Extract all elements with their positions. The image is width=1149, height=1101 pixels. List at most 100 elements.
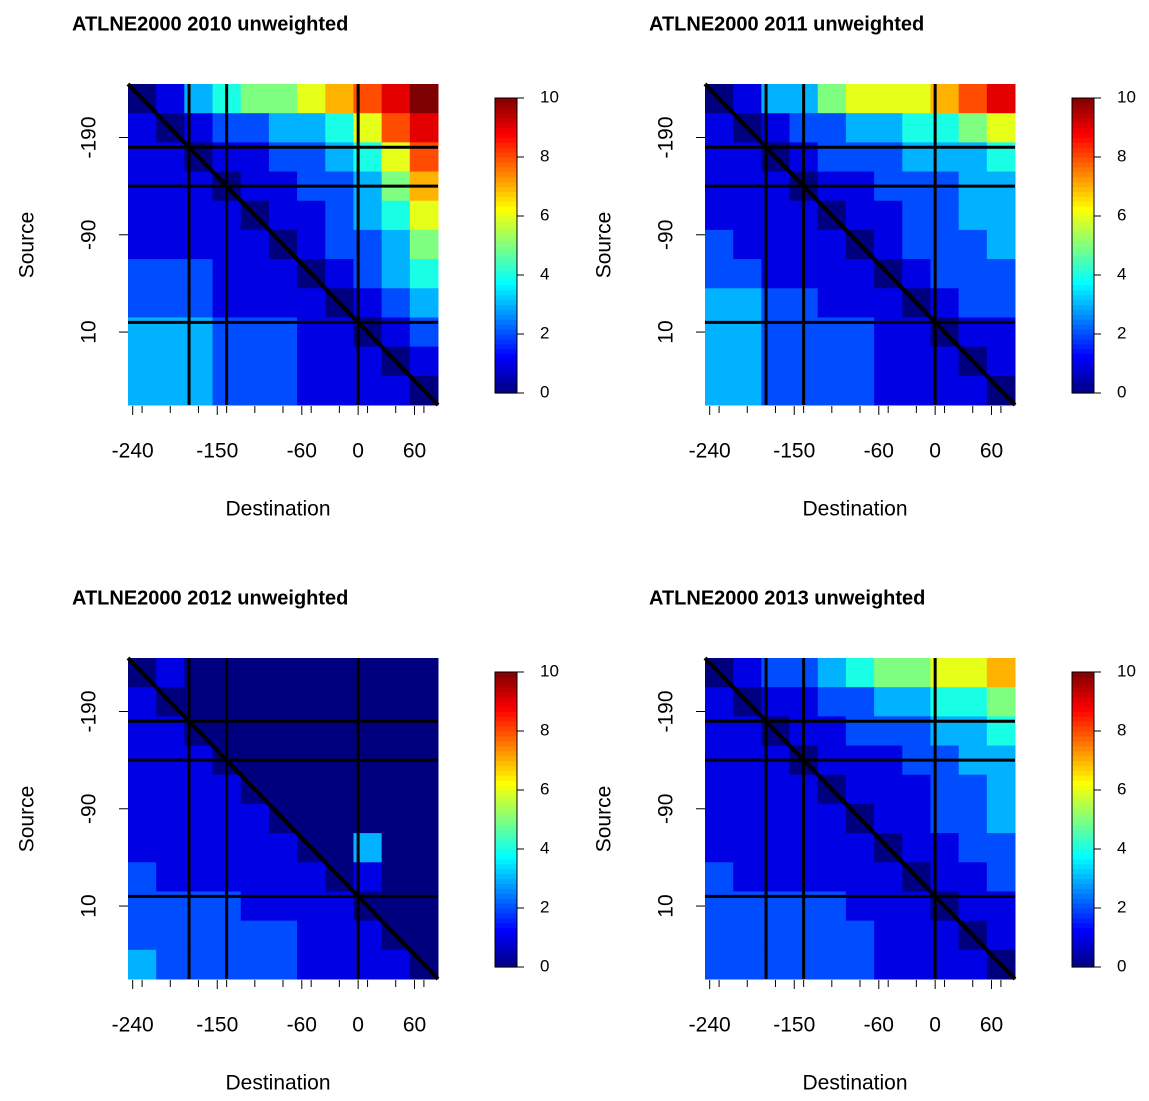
colorbar-step — [495, 388, 517, 394]
heatmap-cell — [845, 658, 875, 688]
heatmap-cell — [733, 229, 762, 260]
colorbar-step — [1072, 691, 1094, 698]
colorbar-step — [1072, 216, 1094, 222]
colorbar-step — [495, 785, 517, 791]
heatmap-cell — [381, 84, 411, 114]
colorbar-step — [1072, 819, 1094, 826]
y-tick-label: 10 — [78, 320, 101, 343]
colorbar-step — [495, 225, 517, 232]
colorbar-step — [1072, 858, 1094, 865]
heatmap-cell — [156, 803, 185, 834]
heatmap-cell — [705, 346, 734, 377]
colorbar-step — [1072, 917, 1094, 924]
heatmap-cell — [874, 113, 903, 143]
x-tick-label: 0 — [929, 440, 941, 463]
heatmap-cell — [240, 949, 270, 980]
panel: ATLNE2000 2010 unweighted-240 -150 -60 0 60-… — [16, 13, 559, 520]
colorbar-step — [495, 853, 517, 860]
heatmap-cell — [381, 229, 411, 260]
colorbar-tick-label: 10 — [1117, 661, 1136, 680]
heatmap-cell — [409, 803, 439, 834]
colorbar-step — [1072, 785, 1094, 791]
x-tick-label: 0 — [929, 1014, 941, 1037]
colorbar-step — [1072, 814, 1094, 821]
colorbar-step — [495, 265, 517, 271]
heatmap-cell — [705, 259, 734, 289]
diagonal-line — [126, 82, 440, 407]
colorbar-step — [1072, 358, 1094, 365]
colorbar-step — [495, 348, 517, 355]
heatmap-cell — [325, 229, 354, 260]
colorbar-step — [1072, 888, 1094, 894]
heatmap-cell — [128, 687, 157, 717]
heatmap-cell — [381, 658, 411, 688]
heatmap-cell — [874, 774, 903, 805]
x-axis-label: Destination — [225, 1072, 330, 1095]
heatmap-cell — [409, 862, 439, 892]
heatmap-cell — [409, 200, 439, 231]
colorbar-step — [1072, 775, 1094, 781]
colorbar-step — [1072, 912, 1094, 919]
heatmap-cell — [325, 113, 354, 143]
colorbar-frame — [1071, 671, 1095, 968]
colorbar-step — [1072, 829, 1094, 835]
heatmap-cell — [845, 375, 875, 406]
y-tick-label: -90 — [655, 220, 678, 250]
heatmap-cell — [874, 949, 903, 980]
y-tick-label: 10 — [655, 894, 678, 917]
colorbar-step — [495, 334, 517, 340]
colorbar-step — [495, 338, 517, 345]
heatmap-cell — [902, 833, 931, 863]
colorbar-tick-label: 0 — [1117, 382, 1126, 401]
heatmap-cell — [240, 288, 270, 318]
heatmap-cell — [705, 288, 734, 318]
heatmap-cell — [240, 229, 270, 260]
colorbar-step — [1072, 319, 1094, 325]
heatmap-cell — [705, 229, 734, 260]
colorbar-step — [1072, 957, 1094, 963]
heatmap-cell — [986, 920, 1016, 951]
colorbar-step — [1072, 873, 1094, 880]
heatmap-cell — [705, 920, 734, 951]
heatmap-cell — [845, 113, 875, 143]
colorbar-step — [495, 260, 517, 266]
heatmap-cell — [902, 949, 931, 980]
colorbar-step — [1072, 304, 1094, 311]
heatmap-cell — [128, 803, 157, 834]
colorbar-step — [1072, 760, 1094, 767]
diagonal-line — [126, 656, 440, 981]
heatmap-cell — [128, 949, 157, 980]
heatmap-cell — [986, 84, 1016, 114]
colorbar-step — [495, 804, 517, 811]
heatmap-cell — [240, 259, 270, 289]
heatmap-cell — [156, 949, 185, 980]
heatmap-cell — [986, 346, 1016, 377]
heatmap-cell — [902, 658, 931, 688]
heatmap-cell — [381, 113, 411, 143]
heatmap-cell — [902, 375, 931, 406]
heatmap-cell — [817, 84, 847, 114]
colorbar-frame — [1071, 97, 1095, 394]
colorbar-step — [1072, 716, 1094, 722]
heatmap-cell — [874, 920, 903, 951]
heatmap-cell — [156, 288, 185, 318]
colorbar-step — [1072, 166, 1094, 173]
colorbar-step — [1072, 152, 1094, 158]
colorbar-step — [1072, 294, 1094, 301]
colorbar-tick-label: 2 — [1117, 897, 1126, 916]
heatmap-cell — [297, 84, 326, 114]
diagonal-line — [703, 82, 1017, 407]
colorbar-step — [495, 235, 517, 242]
colorbar-step — [495, 760, 517, 767]
colorbar-step — [495, 844, 517, 850]
colorbar-step — [495, 952, 517, 958]
colorbar-tick-label: 0 — [1117, 956, 1126, 975]
colorbar-step — [1072, 839, 1094, 845]
heatmap-cell — [268, 375, 298, 406]
colorbar-step — [495, 373, 517, 379]
heatmap-cell — [986, 658, 1016, 688]
colorbar-tick-label: 8 — [1117, 720, 1126, 739]
heatmap-cell — [733, 949, 762, 980]
colorbar-step — [495, 962, 517, 968]
x-tick-label: 60 — [403, 440, 426, 463]
